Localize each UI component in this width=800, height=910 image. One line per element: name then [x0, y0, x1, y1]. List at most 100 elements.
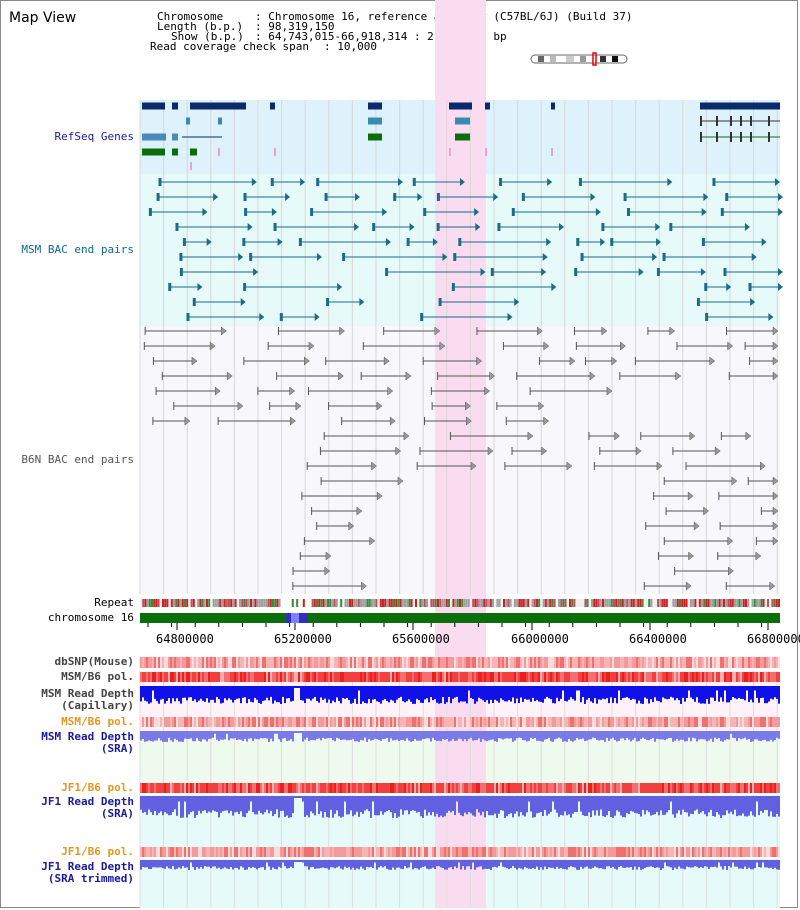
repeat-mark — [602, 599, 604, 607]
bac-end — [439, 341, 446, 351]
bac-end — [385, 268, 389, 276]
repeat-mark — [276, 599, 279, 607]
depth-bar — [546, 686, 548, 697]
bac-end — [342, 253, 346, 261]
heat-mark — [458, 672, 460, 682]
depth-bar — [422, 860, 424, 867]
heat-mark — [374, 783, 376, 793]
depth-bar — [578, 731, 580, 740]
depth-bar — [564, 860, 566, 870]
heat-mark — [162, 672, 164, 682]
repeat-mark — [553, 599, 556, 607]
heat-mark — [744, 657, 746, 668]
refseq-genes-label[interactable]: RefSeq Genes — [54, 130, 134, 143]
depth-bar — [682, 860, 684, 869]
depth-bar — [528, 796, 530, 802]
heat-mark — [560, 717, 562, 727]
heat-mark — [264, 847, 266, 857]
depth-bar — [692, 796, 694, 815]
repeat-mark — [307, 599, 310, 607]
depth-bar — [302, 860, 304, 863]
depth-bar — [394, 731, 396, 741]
heat-mark — [352, 783, 354, 793]
depth-bar — [736, 731, 738, 742]
jf1-pol-label[interactable]: JF1/B6 pol. — [61, 781, 134, 794]
repeat-mark — [621, 599, 624, 607]
bac-end — [385, 238, 391, 246]
heat-mark — [480, 717, 482, 727]
depth-bar — [426, 731, 428, 739]
depth-bar — [742, 796, 744, 814]
depth-bar — [334, 796, 336, 814]
msm-pol-sra-label[interactable]: MSM/B6 pol. — [61, 715, 134, 728]
heat-mark — [178, 783, 180, 793]
dbsnp-label[interactable]: dbSNP(Mouse) — [54, 655, 134, 668]
depth-bar — [240, 796, 242, 812]
heat-mark — [688, 783, 690, 793]
chromosome-ideogram[interactable] — [528, 52, 630, 66]
heat-mark — [444, 847, 446, 857]
msm-pol-label[interactable]: MSM/B6 pol. — [61, 670, 134, 683]
heat-mark — [598, 672, 600, 682]
heat-mark — [758, 657, 760, 668]
depth-bar — [156, 731, 158, 741]
repeat-mark — [533, 599, 536, 607]
b6n-bac-label[interactable]: B6N BAC end pairs — [21, 453, 134, 466]
bac-end — [656, 238, 662, 246]
depth-bar — [360, 860, 362, 867]
repeat-mark — [195, 599, 197, 607]
jf1-depth-sra-label[interactable]: JF1 Read Depth (SRA) — [41, 795, 134, 820]
repeat-mark — [544, 599, 547, 607]
depth-bar — [326, 686, 328, 703]
bac-end — [772, 521, 779, 531]
depth-bar — [206, 731, 208, 742]
heat-mark — [614, 847, 616, 857]
depth-bar — [218, 686, 220, 700]
heat-mark — [778, 672, 780, 682]
msm-depth-capillary-label[interactable]: MSM Read Depth (Capillary) — [41, 687, 134, 712]
bac-end — [714, 446, 721, 456]
depth-bar — [696, 796, 698, 810]
jf1-pol-trimmed-label[interactable]: JF1/B6 pol. — [61, 845, 134, 858]
depth-bar — [464, 686, 466, 702]
heat-mark — [578, 717, 580, 727]
heat-mark — [326, 717, 328, 727]
heat-mark — [564, 657, 566, 668]
heat-mark — [262, 717, 264, 727]
depth-bar — [362, 731, 364, 741]
heat-mark — [348, 717, 350, 727]
heat-mark — [222, 672, 224, 682]
heat-mark — [142, 657, 144, 668]
heat-mark — [722, 672, 724, 682]
heat-mark — [628, 783, 630, 793]
depth-bar — [728, 731, 730, 740]
msm-bac-label[interactable]: MSM BAC end pairs — [21, 243, 134, 256]
repeat-mark — [489, 599, 492, 607]
heat-mark — [508, 657, 510, 668]
heat-mark — [574, 783, 576, 793]
depth-bar — [428, 796, 430, 813]
heat-mark — [384, 717, 386, 727]
heat-mark — [410, 657, 412, 668]
heat-mark — [402, 783, 404, 793]
heat-mark — [332, 783, 334, 793]
depth-bar — [720, 796, 722, 818]
heat-mark — [642, 717, 644, 727]
depth-bar — [520, 860, 522, 869]
msm-depth-sra-label[interactable]: MSM Read Depth (SRA) — [41, 730, 134, 755]
heat-mark — [386, 783, 388, 793]
heat-mark — [174, 783, 176, 793]
heat-mark — [586, 783, 588, 793]
jf1-depth-trimmed-label[interactable]: JF1 Read Depth (SRA trimmed) — [41, 860, 134, 885]
depth-bar — [502, 860, 504, 867]
heat-mark — [584, 672, 586, 682]
depth-bar — [392, 731, 394, 741]
heat-mark — [504, 717, 506, 727]
heat-mark — [314, 783, 316, 793]
depth-bar — [504, 860, 506, 868]
heat-mark — [658, 847, 660, 857]
depth-bar — [216, 686, 218, 697]
heat-mark — [738, 657, 740, 668]
depth-bar — [636, 686, 638, 704]
